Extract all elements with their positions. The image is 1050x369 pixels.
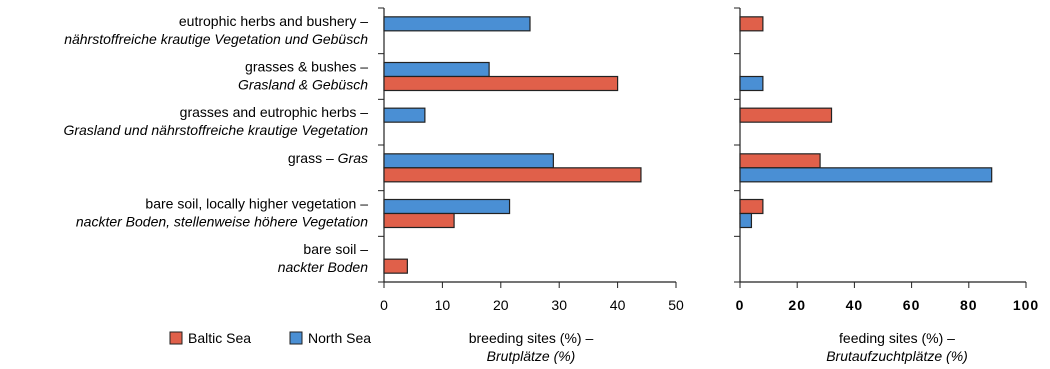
category-label-de-1: nährstoffreiche krautige Vegetation und … bbox=[64, 31, 368, 47]
bar-north-sea-5 bbox=[739, 212, 753, 229]
bar-baltic-sea-5 bbox=[383, 212, 455, 229]
x-tick-label-100: 100 bbox=[1013, 297, 1039, 313]
x-axis-title-feeding-de: Brutaufzuchtplätze (%) bbox=[826, 348, 968, 364]
bar-north-sea-1 bbox=[383, 16, 531, 32]
category-label-de: Gras bbox=[338, 150, 368, 166]
bar-north-sea-2 bbox=[383, 61, 490, 78]
category-label-de-2: Grasland & Gebüsch bbox=[238, 77, 368, 93]
x-tick-label-60: 60 bbox=[903, 297, 921, 313]
x-axis-title-feeding: feeding sites (%) – Brutaufzuchtplätze (… bbox=[826, 330, 968, 364]
bar-north-sea-4 bbox=[383, 153, 554, 169]
x-tick-label-50: 50 bbox=[668, 297, 684, 313]
category-label-2: grasses & bushes – bbox=[245, 59, 368, 75]
breeding-sites-panel: 0 10 20 30 40 50 bbox=[378, 7, 684, 313]
category-label-5: bare soil, locally higher vegetation – bbox=[145, 196, 368, 212]
category-label-en: grasses and eutrophic herbs – bbox=[180, 104, 369, 120]
bar-baltic-sea-1 bbox=[739, 16, 764, 32]
legend-label-north-sea: North Sea bbox=[308, 330, 371, 346]
category-label-en: bare soil, locally higher vegetation – bbox=[145, 196, 368, 212]
x-axis-title-breeding-de: Brutplätze (%) bbox=[487, 348, 576, 364]
x-tick-label-80: 80 bbox=[960, 297, 978, 313]
feeding-sites-panel: 0 20 40 60 80 100 bbox=[734, 7, 1039, 313]
legend-swatch-baltic-sea bbox=[169, 331, 183, 345]
bar-north-sea-4 bbox=[739, 167, 993, 183]
category-label-de-5: nackter Boden, stellenweise höhere Veget… bbox=[76, 214, 368, 230]
x-tick-label-20: 20 bbox=[788, 297, 806, 313]
x-tick-label-0: 0 bbox=[736, 297, 745, 313]
category-label-en: grasses & bushes – bbox=[245, 59, 368, 75]
category-label-3: grasses and eutrophic herbs – bbox=[180, 104, 369, 120]
category-label-en: grass – bbox=[288, 150, 338, 166]
x-tick-label-40: 40 bbox=[610, 297, 626, 313]
x-tick-label-20: 20 bbox=[493, 297, 509, 313]
bar-north-sea-3 bbox=[383, 107, 426, 123]
x-tick-label-0: 0 bbox=[380, 297, 388, 313]
x-axis-title-feeding-en: feeding sites (%) – bbox=[839, 330, 955, 346]
category-labels: eutrophic herbs and bushery – nährstoffre… bbox=[63, 13, 368, 275]
category-label-en: eutrophic herbs and bushery – bbox=[179, 13, 368, 29]
x-axis-title-breeding: breeding sites (%) – Brutplätze (%) bbox=[469, 330, 594, 364]
bar-north-sea-2 bbox=[739, 75, 764, 92]
x-tick-label-10: 10 bbox=[435, 297, 451, 313]
legend: Baltic Sea North Sea bbox=[169, 330, 371, 346]
x-tick-label-30: 30 bbox=[551, 297, 567, 313]
legend-swatch-north-sea bbox=[289, 331, 303, 345]
bar-north-sea-5 bbox=[383, 198, 511, 215]
x-tick-label-40: 40 bbox=[846, 297, 864, 313]
x-axis-title-breeding-en: breeding sites (%) – bbox=[469, 330, 594, 346]
category-label-6: bare soil – bbox=[303, 241, 368, 257]
category-label-en: bare soil – bbox=[303, 241, 368, 257]
category-label-1: eutrophic herbs and bushery – bbox=[179, 13, 368, 29]
bar-baltic-sea-4 bbox=[383, 167, 642, 183]
bar-baltic-sea-4 bbox=[739, 153, 821, 169]
category-label-4: grass – Gras bbox=[288, 150, 368, 166]
legend-label-baltic-sea: Baltic Sea bbox=[188, 330, 251, 346]
category-label-de-6: nackter Boden bbox=[278, 259, 368, 275]
bar-baltic-sea-6 bbox=[383, 258, 408, 274]
bar-baltic-sea-2 bbox=[383, 75, 619, 92]
category-label-de-3: Grasland und nährstoffreiche krautige Ve… bbox=[63, 122, 368, 138]
bar-baltic-sea-3 bbox=[739, 107, 833, 123]
bar-baltic-sea-5 bbox=[739, 198, 764, 215]
